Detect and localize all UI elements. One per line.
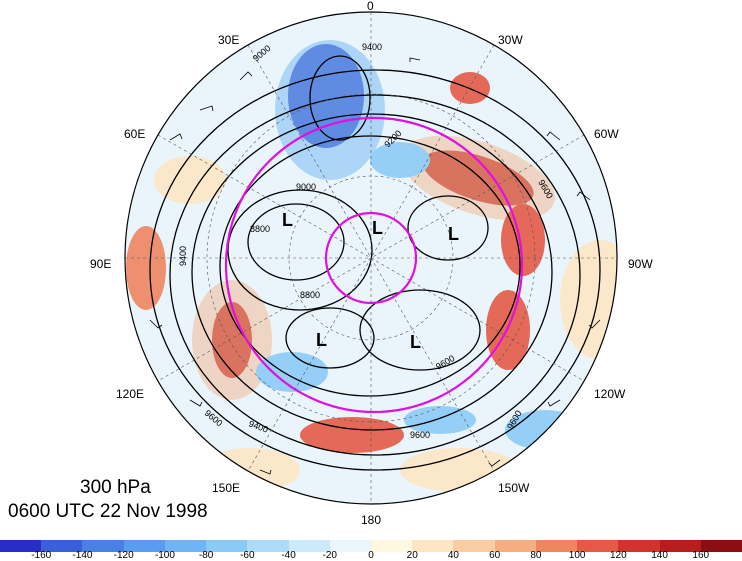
- low-marker: L: [316, 330, 327, 350]
- contour-label: 9600: [410, 430, 430, 440]
- low-marker: L: [372, 218, 383, 238]
- colorbar-swatch: [453, 540, 495, 552]
- colorbar-tick: 20: [406, 550, 418, 561]
- contour-label: 9400: [362, 42, 382, 52]
- colorbar-tick: -20: [322, 550, 337, 561]
- colorbar-tick-labels: -160 -140 -120 -100 -80 -60 -40 -20 0 20 40 60 80 100…: [0, 550, 742, 561]
- colorbar-tick: -160: [31, 550, 52, 561]
- colorbar-swatch: [247, 540, 289, 552]
- graticule: [125, 12, 617, 504]
- lon-label-150e: 150E: [212, 481, 241, 495]
- colorbar-swatch: [206, 540, 248, 552]
- lon-label-30e: 30E: [218, 33, 240, 47]
- lon-label-180: 180: [361, 513, 382, 527]
- colorbar-swatch: [659, 540, 701, 552]
- lon-label-0: 0: [367, 0, 374, 13]
- colorbar-tick: 60: [489, 550, 501, 561]
- colorbar-tick: 120: [609, 550, 627, 561]
- magenta-reference-circles: [224, 116, 524, 414]
- low-pressure-markers: L L L L L: [282, 210, 459, 352]
- colorbar-swatch: [164, 540, 207, 552]
- colorbar-tick: -100: [154, 550, 175, 561]
- colorbar-swatch: [329, 540, 371, 552]
- lon-label-60w: 60W: [594, 127, 619, 141]
- colorbar-tick: -60: [240, 550, 255, 561]
- colorbar-swatch: [0, 540, 42, 552]
- contour-label: 8800: [250, 224, 270, 234]
- wind-barbs: [149, 57, 601, 475]
- pressure-level-label: 300 hPa: [80, 477, 151, 498]
- colorbar-tick: 0: [368, 550, 374, 561]
- colorbar-swatch: [288, 540, 330, 552]
- lon-label-90e: 90E: [90, 257, 112, 271]
- colorbar-tick: -40: [281, 550, 296, 561]
- colorbar-tick: -80: [198, 550, 214, 561]
- map-boundary: [124, 11, 618, 505]
- colorbar-tick: 40: [447, 550, 459, 561]
- lon-label-90w: 90W: [628, 257, 653, 271]
- colorbar-swatch: [618, 540, 660, 552]
- colorbar-swatch: [82, 540, 124, 552]
- lon-label-30w: 30W: [498, 33, 523, 47]
- colorbar-tick: 80: [530, 550, 542, 561]
- contour-label: 9400: [178, 246, 188, 266]
- colorbar-swatch: [123, 540, 165, 552]
- lon-label-150w: 150W: [498, 481, 530, 495]
- height-contours: [149, 55, 601, 471]
- colorbar-swatch: [412, 540, 454, 552]
- colorbar-tick: 100: [568, 550, 586, 561]
- contour-label: 8800: [300, 290, 320, 300]
- colorbar: [0, 540, 742, 552]
- lon-label-60e: 60E: [124, 127, 146, 141]
- colorbar-swatch: [535, 540, 578, 552]
- lon-label-120e: 120E: [116, 387, 145, 401]
- colorbar-swatch: [41, 540, 83, 552]
- low-marker: L: [282, 210, 293, 230]
- low-marker: L: [410, 332, 421, 352]
- colorbar-swatch: [370, 540, 413, 552]
- valid-time-label: 0600 UTC 22 Nov 1998: [8, 501, 208, 522]
- contour-label: 9000: [296, 182, 316, 192]
- colorbar-swatch: [700, 540, 742, 552]
- colorbar-tick: -140: [72, 550, 93, 561]
- lon-label-120w: 120W: [594, 387, 626, 401]
- colorbar-tick: 140: [651, 550, 668, 561]
- colorbar-tick: 160: [692, 550, 710, 561]
- colorbar-swatch: [494, 540, 536, 552]
- low-marker: L: [448, 224, 459, 244]
- colorbar-swatch: [577, 540, 619, 552]
- colorbar-tick: -120: [113, 550, 134, 561]
